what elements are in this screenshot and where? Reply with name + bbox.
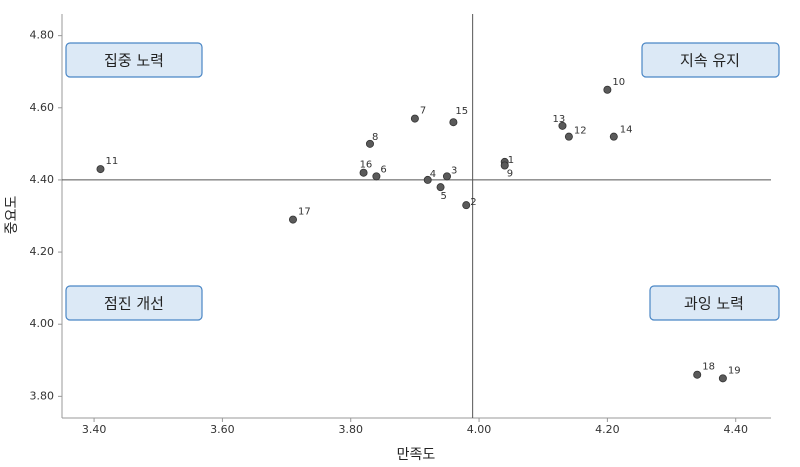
point: [693, 370, 702, 379]
quadrant-label: 점진 개선: [104, 295, 164, 313]
point-label: 19: [728, 365, 741, 376]
point: [449, 118, 458, 127]
point-label: 15: [455, 106, 468, 117]
point-label: 18: [702, 362, 715, 373]
quadrant-box: [65, 42, 203, 78]
point: [609, 132, 618, 141]
quadrant-box: [649, 285, 780, 321]
point: [436, 183, 445, 192]
point: [288, 215, 297, 224]
quadrant-label: 과잉 노력: [684, 295, 744, 313]
point-label: 10: [612, 77, 625, 88]
x-tick-label: 4.00: [467, 423, 492, 436]
point: [558, 121, 567, 130]
point: [718, 374, 727, 383]
quadrant-label: 지속 유지: [680, 52, 740, 70]
y-axis-label: 중요도: [4, 196, 20, 235]
point: [462, 201, 471, 210]
y-tick-label: 4.40: [30, 173, 55, 186]
x-tick-label: 3.40: [82, 423, 107, 436]
point-label: 11: [105, 156, 118, 167]
point-label: 7: [420, 106, 426, 117]
point: [564, 132, 573, 141]
point-label: 16: [360, 160, 373, 171]
point: [410, 114, 419, 123]
x-tick-label: 3.80: [338, 423, 363, 436]
y-tick-label: 4.60: [30, 101, 55, 114]
point-label: 4: [430, 169, 436, 180]
point: [423, 175, 432, 184]
point-label: 14: [620, 125, 633, 136]
point-label: 12: [574, 126, 587, 137]
point-label: 3: [451, 165, 457, 176]
x-axis-label: 만족도: [397, 447, 436, 463]
point-label: 17: [298, 207, 311, 218]
quadrant-label: 집중 노력: [104, 52, 164, 70]
point-label: 5: [441, 191, 447, 202]
point-label: 6: [380, 164, 386, 175]
x-tick-label: 4.40: [723, 423, 748, 436]
y-tick-label: 3.80: [30, 389, 55, 402]
point-label: 9: [507, 169, 513, 180]
point: [372, 172, 381, 181]
y-tick-label: 4.20: [30, 245, 55, 258]
point-label: 13: [552, 114, 565, 125]
point-label: 8: [372, 132, 378, 143]
point: [603, 85, 612, 94]
point-label: 1: [508, 155, 514, 166]
point: [359, 168, 368, 177]
y-tick-label: 4.80: [30, 29, 55, 42]
x-tick-label: 3.60: [210, 423, 235, 436]
quadrant-box: [65, 285, 203, 321]
quadrant-box: [641, 42, 780, 78]
point: [365, 139, 374, 148]
point: [442, 172, 451, 181]
point-label: 2: [470, 197, 476, 208]
point: [96, 165, 105, 174]
y-tick-label: 4.00: [30, 317, 55, 330]
point: [500, 161, 509, 170]
x-tick-label: 4.20: [595, 423, 620, 436]
